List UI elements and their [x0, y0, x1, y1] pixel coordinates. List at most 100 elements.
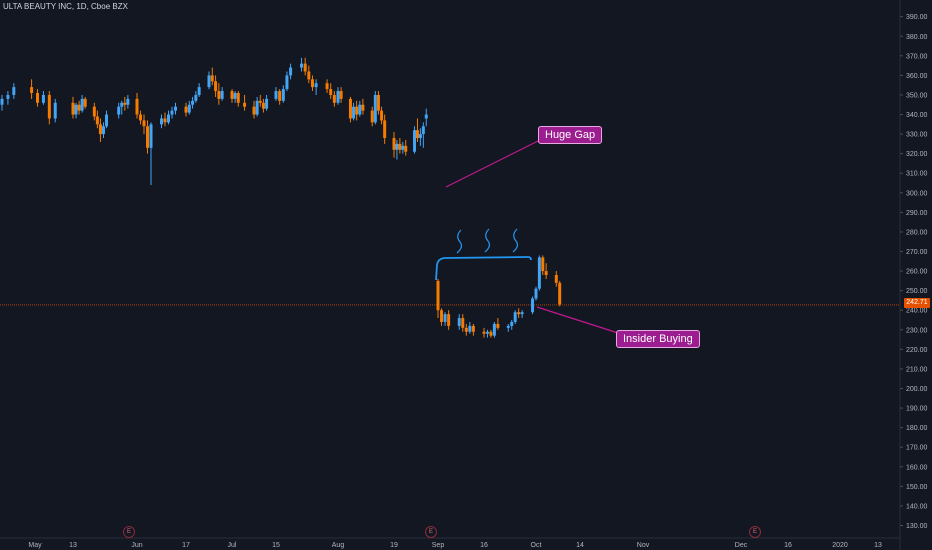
candle-body	[53, 102, 57, 119]
candle-body	[117, 106, 121, 115]
candle	[392, 132, 396, 158]
y-tick-label: 380.00	[906, 34, 928, 41]
candle-body	[485, 331, 489, 334]
candle-body	[123, 102, 127, 105]
y-tick-label: 360.00	[906, 73, 928, 80]
y-tick-label: 250.00	[906, 288, 928, 295]
candle-body	[413, 130, 417, 152]
candle-body	[170, 110, 174, 115]
candle-body	[194, 94, 198, 101]
candle-body	[184, 106, 188, 113]
candle-body	[436, 280, 440, 311]
huge-gap-callout[interactable]: Huge Gap	[538, 126, 603, 144]
candle	[398, 138, 402, 154]
candle	[41, 91, 45, 105]
candle-body	[36, 93, 39, 103]
y-tick-label: 270.00	[906, 249, 928, 256]
candle	[329, 83, 333, 99]
y-tick-label: 170.00	[906, 445, 928, 452]
earnings-marker-dec[interactable]: E	[749, 526, 761, 538]
candle-body	[558, 282, 562, 305]
candle-body	[348, 98, 352, 119]
candle-body	[517, 312, 521, 315]
y-tick-label: 230.00	[906, 327, 928, 334]
candle	[558, 280, 562, 307]
candle	[233, 91, 237, 103]
candle-body	[544, 271, 548, 276]
candle-body	[303, 63, 307, 72]
candle-body	[197, 87, 201, 95]
candle	[534, 286, 538, 301]
candle-body	[236, 93, 240, 103]
candle	[418, 128, 422, 146]
candle	[184, 102, 188, 117]
candle	[194, 91, 198, 103]
steam-drawing-2	[484, 228, 491, 253]
candle-body	[358, 104, 362, 115]
candle-body	[492, 323, 496, 336]
candle	[348, 96, 352, 123]
y-tick-label: 150.00	[906, 484, 928, 491]
candle-body	[370, 110, 374, 123]
candle	[404, 139, 408, 156]
candle-body	[255, 100, 259, 115]
earnings-marker-may[interactable]: E	[123, 526, 135, 538]
x-tick-label: 15	[272, 542, 280, 549]
insider-buying-callout[interactable]: Insider Buying	[616, 330, 700, 348]
candle	[380, 106, 384, 125]
candle-body	[489, 331, 493, 336]
candle	[464, 323, 468, 336]
candle-layer	[0, 57, 562, 338]
candle	[307, 65, 311, 84]
earnings-marker-aug[interactable]: E	[425, 526, 437, 538]
y-tick-label: 220.00	[906, 347, 928, 354]
candle	[376, 91, 380, 115]
candle	[220, 87, 224, 101]
candle	[53, 98, 57, 123]
candle-body	[332, 94, 336, 103]
candle	[289, 63, 293, 80]
candle-body	[482, 331, 486, 334]
steam-drawing-3	[512, 228, 519, 253]
candle-body	[415, 130, 419, 139]
candle-body	[105, 114, 109, 127]
candle-body	[395, 143, 399, 150]
candle	[468, 321, 472, 334]
candle	[517, 308, 521, 319]
y-tick-label: 390.00	[906, 14, 928, 21]
candle	[236, 91, 240, 107]
candle-body	[401, 145, 405, 150]
candle	[261, 98, 265, 113]
candle	[489, 329, 493, 338]
insider-buying-pointer-line	[536, 306, 619, 334]
candle	[101, 122, 105, 139]
candle	[395, 139, 399, 160]
candle	[258, 94, 262, 107]
candle	[537, 255, 541, 291]
candle	[255, 96, 259, 117]
candle-body	[278, 91, 282, 101]
candle-body	[265, 98, 269, 109]
candle-body	[404, 145, 408, 152]
candle	[217, 83, 221, 105]
candle-body	[457, 318, 461, 326]
candle-body	[461, 318, 465, 328]
candle	[332, 91, 336, 107]
candle	[415, 118, 419, 142]
cup-drawing	[435, 256, 532, 281]
candle	[83, 96, 87, 109]
candle-body	[217, 91, 221, 99]
candle-body	[285, 75, 289, 90]
candle-body	[47, 94, 51, 119]
y-tick-label: 340.00	[906, 112, 928, 119]
candle	[314, 79, 318, 95]
candle-body	[554, 275, 558, 283]
candle-body	[12, 87, 16, 95]
candle	[544, 263, 548, 279]
candle-body	[146, 126, 149, 148]
candle-body	[142, 120, 146, 127]
candle-body	[139, 114, 142, 121]
candle	[303, 57, 307, 76]
